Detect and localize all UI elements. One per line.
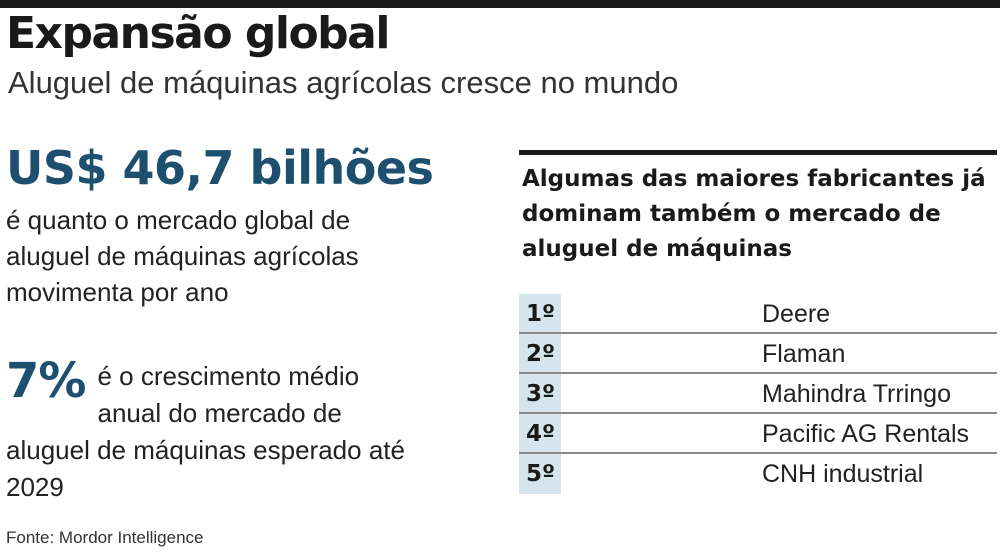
table-row: 4º Pacific AG Rentals (519, 414, 997, 454)
growth-value: 7% (6, 353, 86, 409)
growth-description: é o crescimento médio anual do mercado d… (6, 361, 405, 502)
company-name: Pacific AG Rentals (762, 420, 970, 448)
table-row: 1º Deere (519, 294, 997, 334)
company-name: Flaman (762, 340, 846, 368)
page-title: Expansão global (6, 8, 390, 59)
rank-number: 4º (519, 414, 561, 452)
company-name: CNH industrial (762, 460, 924, 488)
company-name: Deere (762, 300, 831, 328)
rank-number: 3º (519, 374, 561, 412)
ranking-rule (519, 150, 997, 155)
ranking-table: 1º Deere 2º Flaman 3º Mahindra Trringo 4… (519, 294, 997, 494)
table-row: 3º Mahindra Trringo (519, 374, 997, 414)
rank-number: 1º (519, 294, 561, 332)
market-value: US$ 46,7 bilhões (6, 141, 434, 195)
ranking-heading: Algumas das maiores fabricantes já domin… (522, 166, 986, 262)
growth-block: 7% é o crescimento médio anual do mercad… (6, 353, 426, 506)
page-subtitle: Aluguel de máquinas agrícolas cresce no … (8, 65, 679, 100)
source-note: Fonte: Mordor Intelligence (6, 528, 204, 547)
company-name: Mahindra Trringo (762, 380, 951, 408)
table-row: 2º Flaman (519, 334, 997, 374)
rank-number: 5º (519, 454, 561, 494)
market-description: é quanto o mercado global de aluguel de … (6, 205, 359, 307)
rank-number: 2º (519, 334, 561, 372)
top-rule (0, 0, 1000, 8)
table-row: 5º CNH industrial (519, 454, 997, 494)
